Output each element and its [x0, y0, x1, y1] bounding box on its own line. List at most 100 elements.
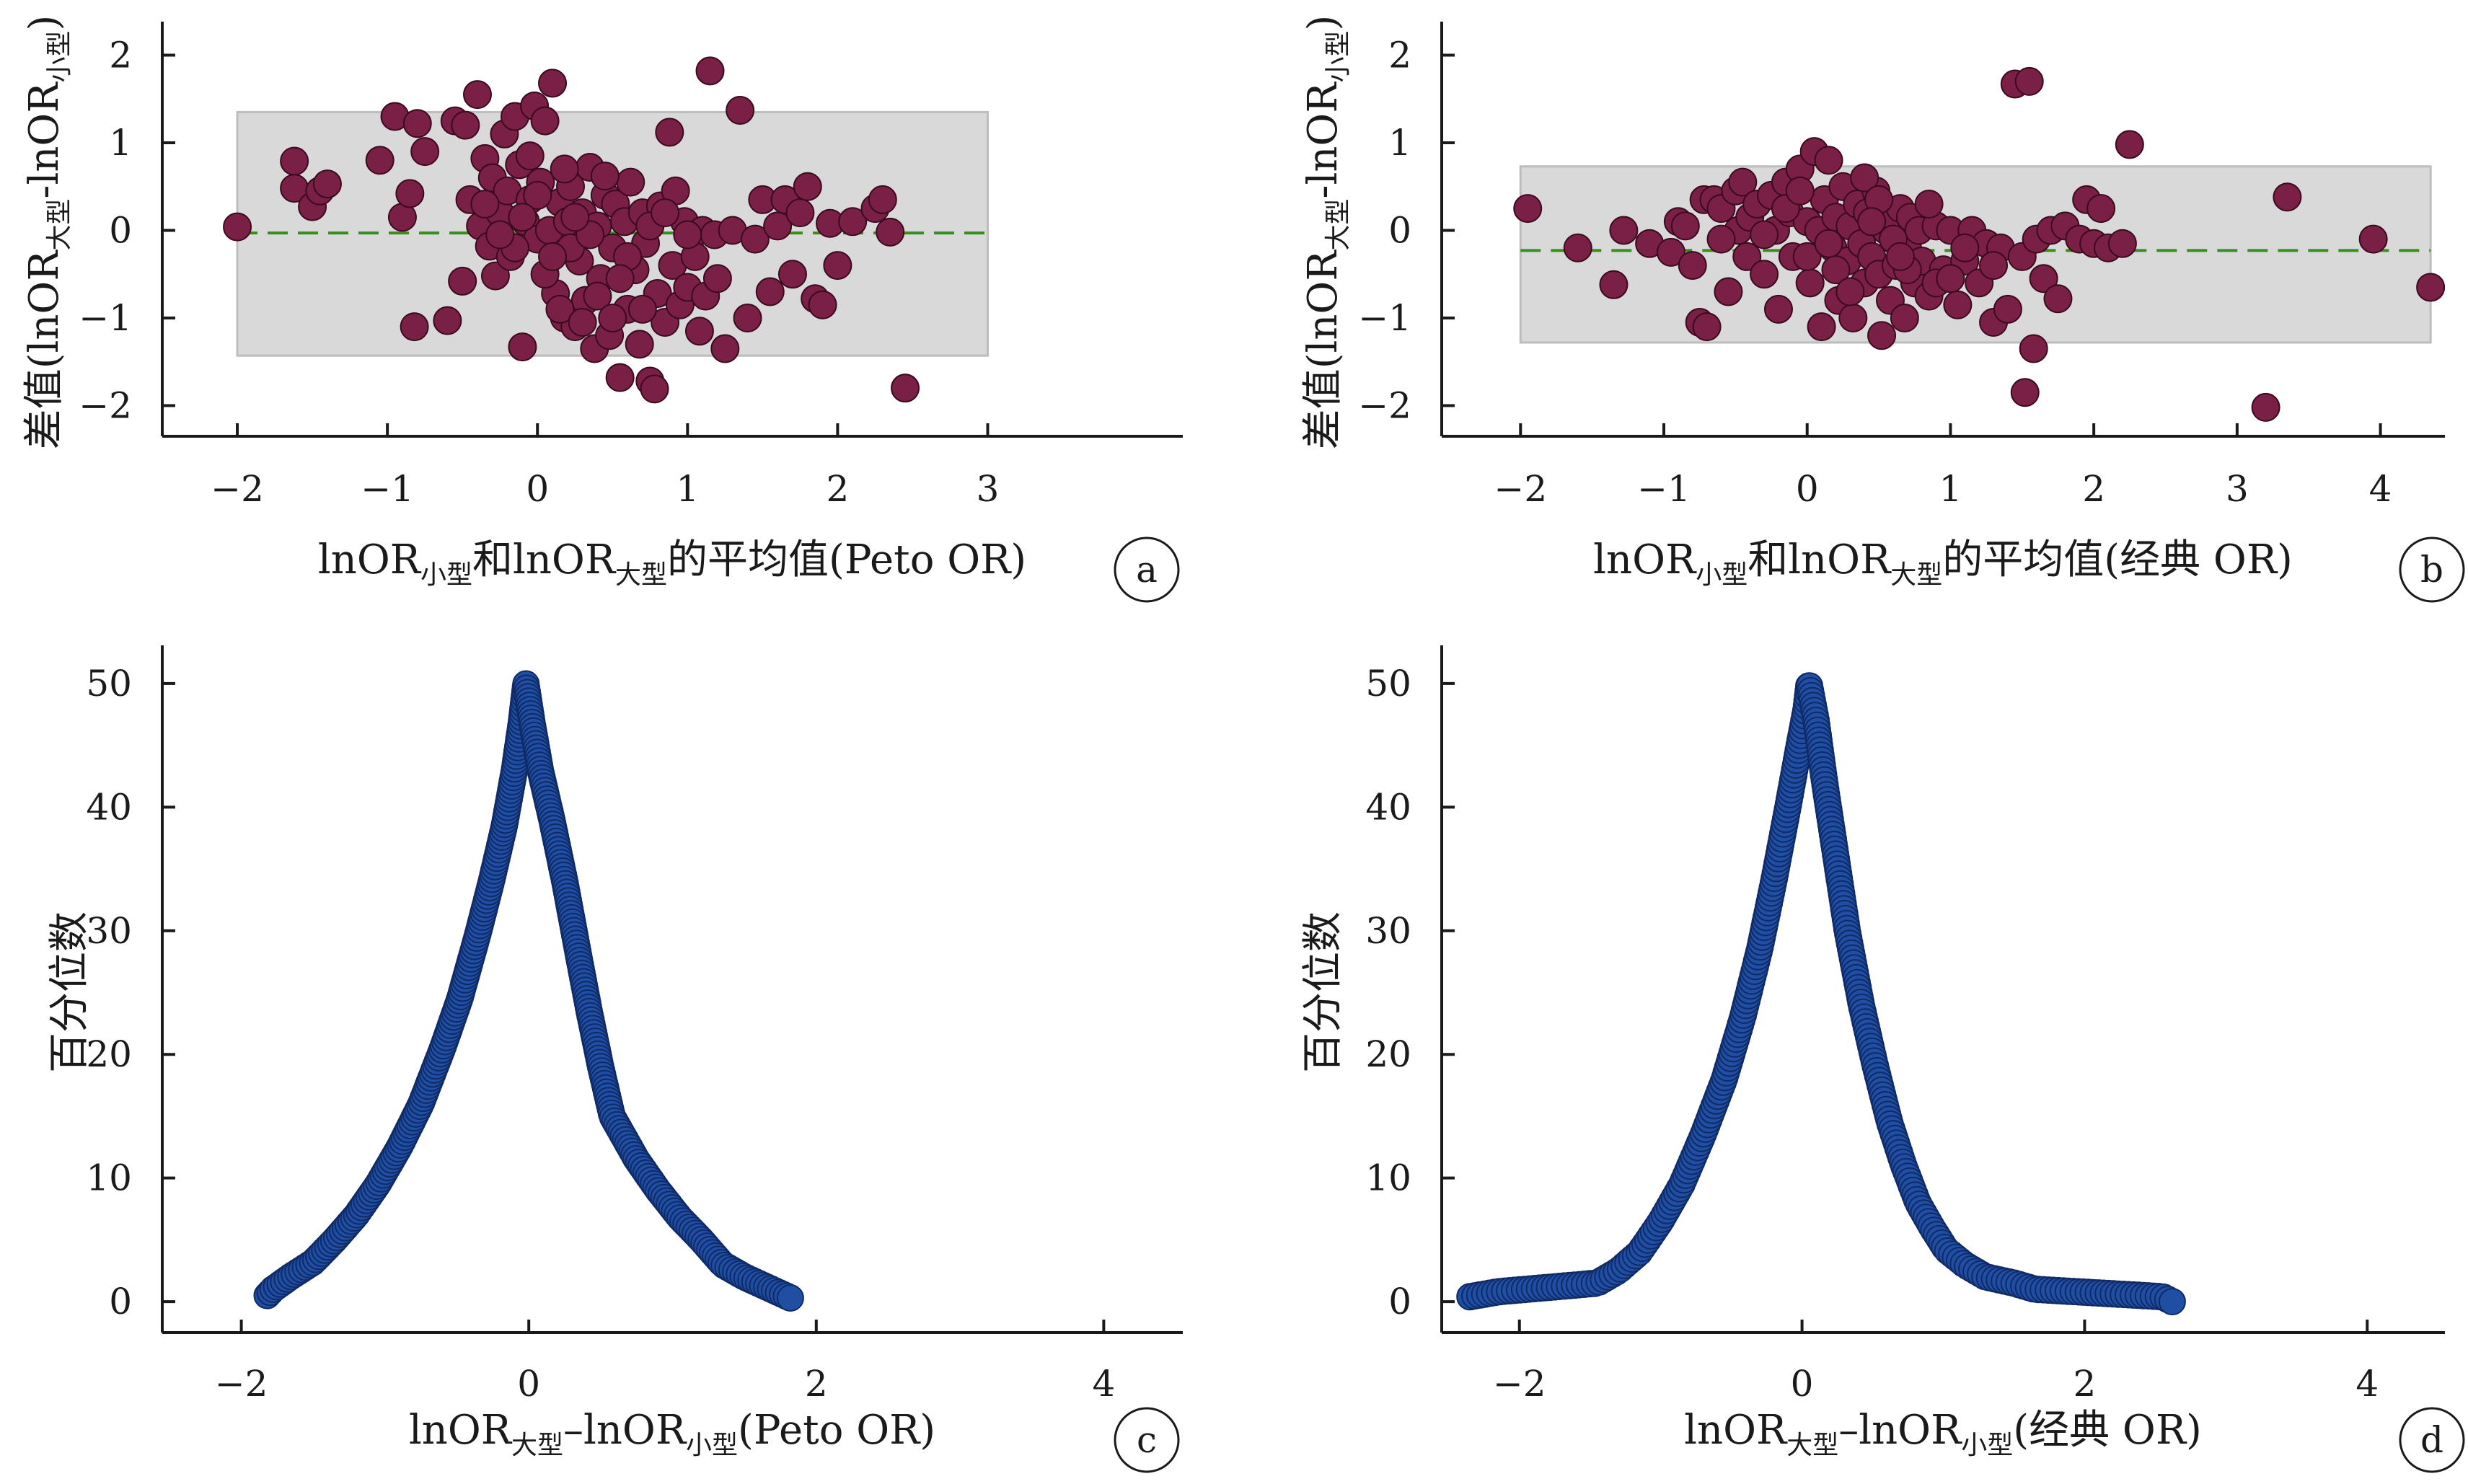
data-point — [876, 217, 905, 247]
x-tick-label: 2 — [2082, 468, 2105, 510]
y-tick-label: 10 — [86, 1157, 132, 1199]
x-tick-label: −1 — [361, 468, 414, 510]
data-point — [462, 80, 492, 110]
x-tick-label: 0 — [526, 468, 549, 510]
y-tick-label: 30 — [1365, 910, 1411, 952]
data-point — [2029, 264, 2058, 293]
y-tick-label: 0 — [1388, 209, 1411, 251]
data-point — [684, 317, 714, 346]
data-point — [470, 190, 500, 219]
panel-d: 0 10 20 30 40 50 −2 0 2 4 lnOR大型–lnOR小型(经典 OR) 百分位数… — [1300, 645, 2465, 1473]
y-axis-label-tail: ) — [1300, 15, 1347, 31]
x-axis-label-main: lnOR — [1593, 536, 1697, 583]
data-point — [1943, 290, 1973, 319]
data-point — [1795, 268, 1825, 298]
data-point — [1714, 277, 1743, 306]
data-point — [605, 264, 635, 293]
data-point — [451, 110, 480, 140]
x-tick-label: 1 — [1939, 468, 1962, 510]
x-axis-label-sub2: 大型 — [615, 560, 667, 590]
y-axis-label-sub1: 大型 — [45, 198, 74, 250]
data-point — [616, 167, 645, 197]
data-point — [1850, 163, 1879, 193]
data-point — [1814, 146, 1843, 175]
data-point — [891, 374, 920, 403]
data-point — [2107, 229, 2137, 258]
data-point — [515, 141, 545, 171]
y-tick-label: 20 — [1365, 1033, 1411, 1075]
x-axis-label-tail: (Peto OR) — [738, 1407, 935, 1454]
panel-letter: a — [1136, 549, 1158, 591]
y-tick-label: 40 — [86, 786, 132, 828]
data-point — [625, 330, 654, 359]
y-axis-label-sub1: 大型 — [1323, 198, 1353, 250]
data-point — [2251, 392, 2280, 422]
data-point — [1599, 270, 1629, 299]
x-tick-label: 4 — [2369, 468, 2392, 510]
x-axis-label-mid: –lnOR — [563, 1407, 687, 1454]
data-point — [740, 224, 770, 254]
data-point — [402, 109, 432, 138]
data-point — [480, 261, 510, 291]
data-point — [2158, 1288, 2186, 1316]
x-axis-label-mid: 和lnOR — [472, 536, 617, 583]
y-tick-label: 50 — [1365, 663, 1411, 705]
y-tick-label: 0 — [109, 209, 132, 251]
y-tick-label: 50 — [86, 663, 132, 705]
data-point — [1835, 277, 1865, 306]
data-point — [1914, 190, 1944, 219]
data-point — [590, 162, 620, 191]
y-axis-label-main: 百分位数 — [1300, 911, 1347, 1073]
data-point — [1936, 264, 1965, 293]
y-axis-label-tail: ) — [21, 15, 68, 31]
data-point — [1857, 207, 1887, 237]
data-point — [523, 180, 552, 210]
data-point — [823, 251, 852, 281]
x-axis-label-sub1: 大型 — [511, 1431, 563, 1460]
data-point — [223, 212, 252, 242]
data-point — [538, 69, 568, 98]
x-tick-label: −2 — [1494, 468, 1547, 510]
data-point — [1867, 321, 1897, 350]
x-axis-label: lnOR大型–lnOR小型(经典 OR) — [1684, 1407, 2202, 1460]
x-axis-label-tail: 的平均值(经典 OR) — [1942, 536, 2293, 583]
data-point — [583, 281, 612, 311]
data-point — [280, 146, 309, 176]
y-axis-label-sub2: 小型 — [45, 30, 74, 82]
x-axis-label: lnOR小型和lnOR大型的平均值(经典 OR) — [1593, 536, 2293, 590]
x-tick-label: −1 — [1637, 468, 1691, 510]
panel-letter-circle — [2399, 536, 2465, 603]
x-tick-label: 4 — [2355, 1363, 2379, 1405]
y-tick-label: −2 — [79, 384, 132, 426]
data-point — [726, 96, 755, 125]
y-tick-label: 20 — [86, 1033, 132, 1075]
data-point — [395, 179, 425, 208]
y-tick-label: −1 — [1358, 297, 1411, 339]
data-point — [2043, 284, 2073, 314]
y-axis-label-main: 百分位数 — [46, 911, 93, 1073]
data-point — [1706, 224, 1736, 254]
y-tick-label: 30 — [86, 910, 132, 952]
data-point — [710, 334, 740, 363]
data-point — [1609, 216, 1639, 245]
y-axis-label: 百分位数 — [1300, 911, 1347, 1073]
data-point — [1885, 242, 1915, 271]
y-axis-label-mid: -lnOR — [21, 81, 68, 199]
data-point — [568, 308, 597, 337]
data-point — [763, 211, 793, 241]
data-point — [2416, 273, 2446, 302]
data-point — [605, 363, 635, 392]
data-point — [1692, 312, 1722, 342]
data-point — [550, 154, 579, 184]
y-tick-label: 0 — [109, 1281, 132, 1322]
data-point — [640, 374, 669, 404]
data-point — [1979, 251, 2009, 281]
data-point — [1792, 242, 1822, 271]
x-tick-label: 2 — [2073, 1363, 2097, 1405]
data-point — [598, 303, 627, 332]
panel-letter-circle — [1114, 1407, 1180, 1473]
x-tick-label: 3 — [977, 468, 1000, 510]
data-point — [785, 198, 815, 228]
